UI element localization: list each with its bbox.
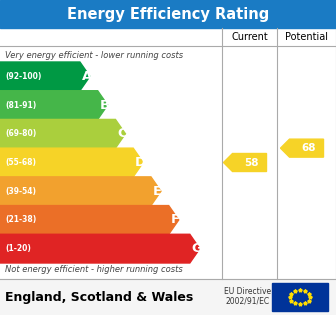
Text: EU Directive: EU Directive [224,288,271,296]
Text: (81-91): (81-91) [5,100,36,110]
Text: (55-68): (55-68) [5,158,36,167]
Polygon shape [281,139,324,157]
Text: (39-54): (39-54) [5,187,36,196]
Text: E: E [153,185,162,198]
Text: Potential: Potential [285,32,328,42]
Bar [0,0,336,28]
Polygon shape [223,153,266,171]
Bar [0,279,336,315]
Polygon shape [0,62,90,91]
Text: 68: 68 [301,143,316,153]
Text: England, Scotland & Wales: England, Scotland & Wales [5,290,193,303]
Text: (21-38): (21-38) [5,215,36,224]
Text: 2002/91/EC: 2002/91/EC [226,296,270,306]
Text: Energy Efficiency Rating: Energy Efficiency Rating [67,7,269,21]
Text: Current: Current [231,32,268,42]
Bar [272,283,328,311]
Text: A: A [82,70,92,83]
Text: 58: 58 [244,158,259,168]
Text: Very energy efficient - lower running costs: Very energy efficient - lower running co… [5,50,183,60]
Text: Not energy efficient - higher running costs: Not energy efficient - higher running co… [5,266,183,274]
Polygon shape [0,91,108,119]
Text: (69-80): (69-80) [5,129,36,138]
Polygon shape [0,119,125,148]
Polygon shape [0,206,179,234]
Text: C: C [118,127,127,140]
Text: B: B [100,99,110,112]
Text: (92-100): (92-100) [5,72,41,81]
Polygon shape [0,177,161,206]
Text: F: F [171,214,180,226]
Polygon shape [0,234,200,263]
Text: G: G [192,242,203,255]
Text: D: D [135,156,146,169]
Polygon shape [0,148,143,177]
Text: (1-20): (1-20) [5,244,31,253]
